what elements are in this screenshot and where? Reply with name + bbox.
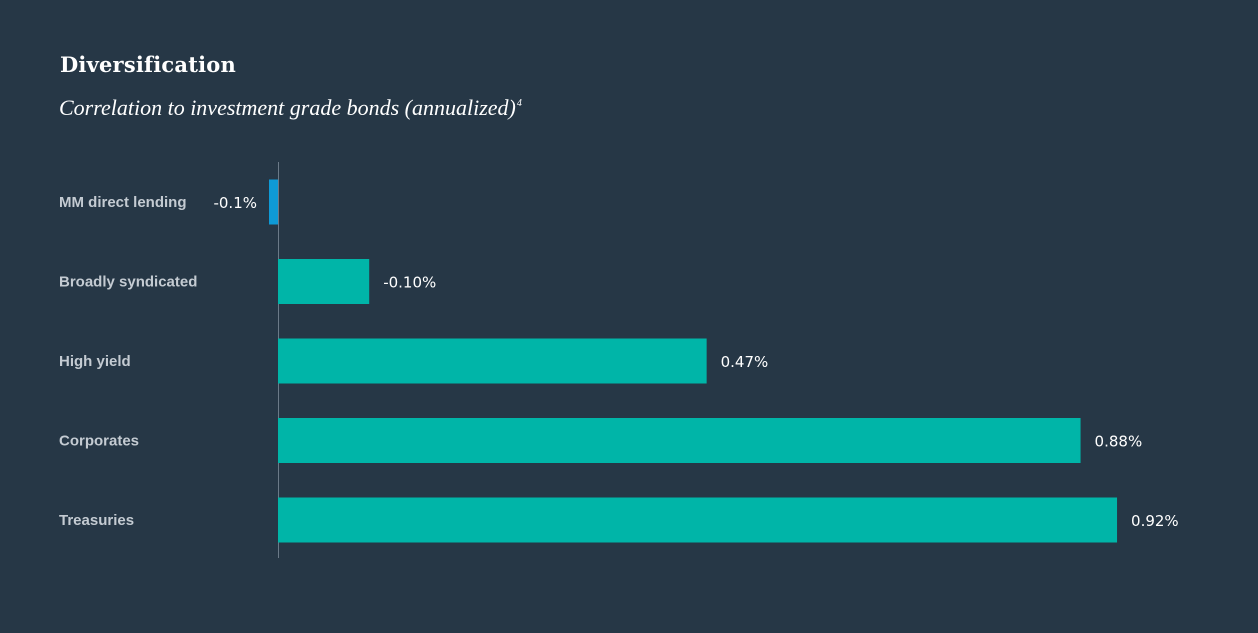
chart-subtitle-text: Correlation to investment grade bonds (a… <box>59 95 516 120</box>
value-label: 0.88% <box>1095 433 1143 451</box>
chart-title: Diversification <box>60 52 236 77</box>
category-label: Treasuries <box>59 512 134 529</box>
category-label: Corporates <box>59 433 139 450</box>
chart-subtitle: Correlation to investment grade bonds (a… <box>59 95 522 121</box>
value-label: 0.47% <box>721 353 769 371</box>
bar <box>269 179 278 225</box>
category-label: High yield <box>59 353 131 370</box>
category-label: Broadly syndicated <box>59 274 197 291</box>
bar <box>278 259 370 304</box>
bar <box>278 338 707 384</box>
bar <box>278 418 1081 463</box>
value-label: -0.10% <box>383 274 436 292</box>
category-label: MM direct lending <box>59 194 187 211</box>
bar <box>278 497 1118 543</box>
value-label: 0.92% <box>1131 512 1179 530</box>
value-label: -0.1% <box>213 194 257 212</box>
footnote-marker: 4 <box>516 98 522 109</box>
